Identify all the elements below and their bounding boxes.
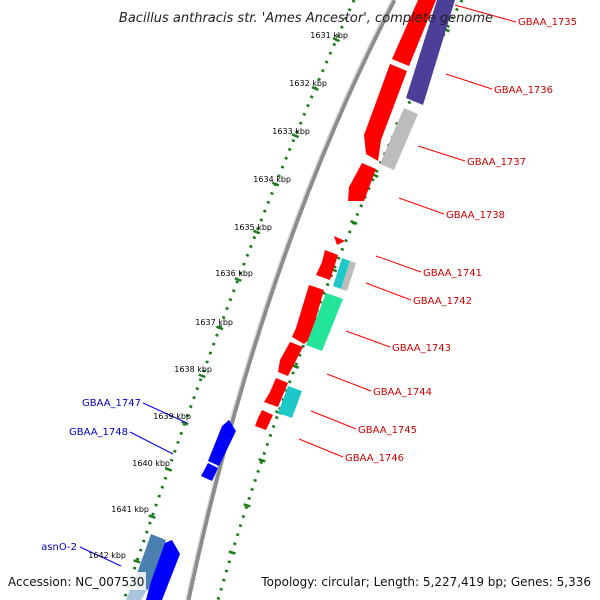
- cds-gbaa-1735[interactable]: [392, 0, 436, 66]
- leader-gbaa-1742: [365, 282, 412, 301]
- outer-ticks-mark-9: [258, 457, 266, 463]
- genome-backbone-highlight: [185, 0, 393, 600]
- forward-strand-features: [255, 0, 455, 430]
- cds-gbaa-1738[interactable]: [348, 163, 376, 201]
- kbp-label-1633: 1633 kbp: [272, 127, 310, 136]
- leader-gbaa-1746: [298, 438, 344, 458]
- accession-label: Accession: NC_007530: [8, 575, 144, 589]
- footer-backdrop-left: [4, 572, 146, 590]
- kbp-label-1637: 1637 kbp: [195, 318, 233, 327]
- cds-gbaa-1745[interactable]: [264, 378, 288, 407]
- label-gbaa-1742[interactable]: GBAA_1742: [413, 296, 472, 307]
- inner-ticks-mark-2: [291, 133, 300, 139]
- inner-ticks-mark-5: [234, 277, 242, 282]
- kbp-label-1635: 1635 kbp: [234, 223, 272, 232]
- label-leader-lines: [79, 4, 517, 567]
- leader-gbaa-1747: [142, 402, 188, 424]
- cds-gbaa-1736[interactable]: [364, 64, 407, 161]
- kbp-label-1636: 1636 kbp: [215, 269, 253, 278]
- cds-gbaa-1741[interactable]: [316, 250, 338, 280]
- rrna-gbaa-1737[interactable]: [380, 108, 418, 170]
- kbp-label-1631: 1631 kbp: [310, 31, 348, 40]
- genome-summary: Topology: circular; Length: 5,227,419 bp…: [260, 575, 591, 589]
- outer-tick-marks: [228, 26, 450, 555]
- inner-ticks-mark-1: [311, 86, 319, 92]
- inner-ticks-mark-3: [271, 181, 280, 187]
- trna-gbaa-1745[interactable]: [278, 386, 302, 418]
- rrna-gbaa-1742[interactable]: [341, 261, 356, 291]
- label-gbaa-1744[interactable]: GBAA_1744: [373, 387, 432, 398]
- label-gbaa-1738[interactable]: GBAA_1738: [446, 210, 505, 221]
- inner-ticks-mark-8: [181, 420, 189, 426]
- kbp-label-1638: 1638 kbp: [174, 365, 212, 374]
- cds-gbaa-1747[interactable]: [208, 420, 236, 466]
- label-gbaa-1737[interactable]: GBAA_1737: [467, 157, 526, 168]
- kbp-label-1632: 1632 kbp: [289, 79, 327, 88]
- kbp-tick-track: [122, 0, 356, 600]
- inner-ticks-mark-4: [252, 229, 261, 235]
- kbp-label-1634: 1634 kbp: [253, 175, 291, 184]
- leader-gbaa-1748: [129, 431, 174, 455]
- kbp-label-1640: 1640 kbp: [132, 459, 170, 468]
- label-asno-2[interactable]: asnO-2: [41, 542, 77, 553]
- inner-ticks-mark-11: [133, 559, 141, 564]
- footer-backdrop-right: [256, 572, 594, 590]
- label-gbaa-1748[interactable]: GBAA_1748: [69, 427, 128, 438]
- leader-asno-2: [79, 546, 122, 567]
- label-gbaa-1736[interactable]: GBAA_1736: [494, 85, 553, 96]
- kbp-tick-marks: [133, 37, 341, 564]
- outer-ticks-mark-10: [243, 503, 251, 508]
- leader-gbaa-1744: [326, 373, 372, 392]
- cds-gbaa-1739-small[interactable]: [334, 236, 345, 245]
- kbp-label-1641: 1641 kbp: [111, 505, 149, 514]
- leader-gbaa-1743: [345, 330, 391, 348]
- genome-backbone: [185, 0, 397, 600]
- label-gbaa-1741[interactable]: GBAA_1741: [423, 268, 482, 279]
- inner-ticks-mark-9: [164, 467, 173, 472]
- cds-gbaa-1746[interactable]: [255, 410, 273, 430]
- inner-ticks-mark-7: [198, 373, 206, 379]
- reverse-gene-labels: GBAA_1747 GBAA_1748 asnO-2: [41, 398, 141, 553]
- label-gbaa-1746[interactable]: GBAA_1746: [345, 453, 404, 464]
- cds-gbaa-1748[interactable]: [201, 463, 218, 481]
- leader-gbaa-1738: [398, 197, 445, 215]
- inner-ticks-mark-10: [148, 514, 156, 520]
- cds-asno-2-a[interactable]: [146, 540, 180, 600]
- leader-gbaa-1736: [445, 73, 493, 90]
- label-gbaa-1747[interactable]: GBAA_1747: [82, 398, 141, 409]
- leader-gbaa-1745: [310, 410, 357, 430]
- forward-gene-labels: GBAA_1735 GBAA_1736 GBAA_1737 GBAA_1738 …: [345, 17, 577, 464]
- leader-gbaa-1741: [375, 255, 422, 273]
- kbp-label-1642: 1642 kbp: [88, 551, 126, 560]
- misc-feature-gbaa-1743[interactable]: [306, 293, 343, 351]
- leader-gbaa-1737: [417, 145, 466, 162]
- reverse-gene-gbaa-1736[interactable]: [406, 0, 455, 105]
- inner-ticks-mark-6: [215, 325, 224, 331]
- inner-ticks-mark-0: [332, 37, 341, 43]
- kbp-tick-labels: 1631 kbp 1632 kbp 1633 kbp 1634 kbp 1635…: [88, 31, 348, 560]
- label-gbaa-1735[interactable]: GBAA_1735: [518, 17, 577, 28]
- label-gbaa-1743[interactable]: GBAA_1743: [392, 343, 451, 354]
- kbp-label-1639: 1639 kbp: [153, 412, 191, 421]
- outer-ticks-mark-11: [228, 550, 236, 555]
- label-gbaa-1745[interactable]: GBAA_1745: [358, 425, 417, 436]
- trna-gbaa-1742[interactable]: [333, 258, 350, 289]
- leader-gbaa-1735: [454, 4, 517, 23]
- genome-title: Bacillus anthracis str. 'Ames Ancestor',…: [119, 11, 493, 26]
- cds-gbaa-1744[interactable]: [278, 342, 303, 376]
- outer-ticks-mark-4: [350, 219, 358, 226]
- cds-gbaa-1743[interactable]: [292, 285, 324, 344]
